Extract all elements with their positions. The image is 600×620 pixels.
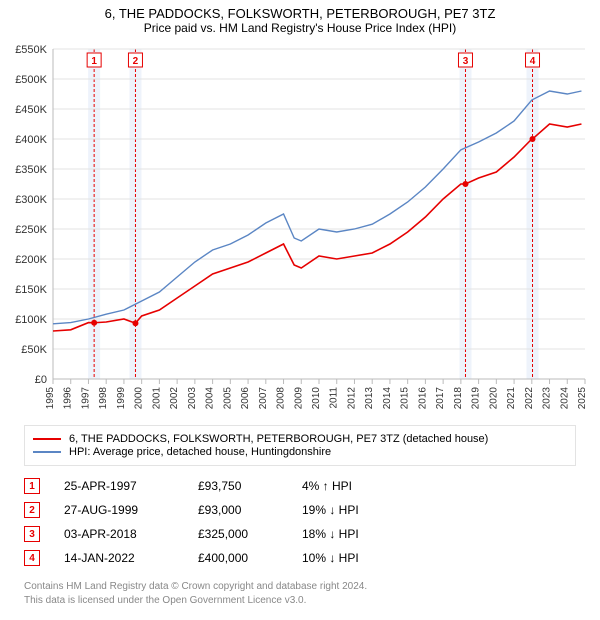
event-row: 1 25-APR-1997 £93,750 4% ↑ HPI: [24, 474, 576, 498]
price-chart: £0 £50K £100K £150K £200K £250K £300K £350K £400…: [5, 39, 595, 419]
event-date: 25-APR-1997: [64, 479, 174, 493]
svg-text:£450K: £450K: [15, 104, 47, 116]
svg-text:2: 2: [133, 56, 139, 67]
svg-text:2010: 2010: [311, 387, 322, 410]
title-line2: Price paid vs. HM Land Registry's House …: [0, 21, 600, 39]
footer: Contains HM Land Registry data © Crown c…: [24, 580, 576, 607]
svg-text:£400K: £400K: [15, 134, 47, 146]
event-row: 2 27-AUG-1999 £93,000 19% ↓ HPI: [24, 498, 576, 522]
svg-text:2008: 2008: [276, 387, 287, 410]
event-price: £93,000: [198, 503, 278, 517]
svg-text:2013: 2013: [364, 387, 375, 410]
svg-text:2009: 2009: [293, 387, 304, 410]
svg-text:2014: 2014: [382, 387, 393, 410]
event-pct: 10% ↓ HPI: [302, 551, 422, 565]
svg-text:2024: 2024: [559, 387, 570, 410]
svg-text:£350K: £350K: [15, 164, 47, 176]
legend-row: HPI: Average price, detached house, Hunt…: [33, 446, 567, 458]
legend: 6, THE PADDOCKS, FOLKSWORTH, PETERBOROUG…: [24, 425, 576, 466]
legend-label: HPI: Average price, detached house, Hunt…: [69, 446, 331, 458]
svg-text:£50K: £50K: [21, 344, 47, 356]
event-pct: 18% ↓ HPI: [302, 527, 422, 541]
legend-swatch: [33, 451, 61, 453]
svg-text:2019: 2019: [471, 387, 482, 410]
svg-text:£300K: £300K: [15, 194, 47, 206]
svg-text:1995: 1995: [45, 387, 56, 410]
svg-text:2004: 2004: [205, 387, 216, 410]
svg-text:3: 3: [463, 56, 469, 67]
event-date: 03-APR-2018: [64, 527, 174, 541]
event-price: £93,750: [198, 479, 278, 493]
svg-text:2001: 2001: [151, 387, 162, 410]
svg-text:2022: 2022: [524, 387, 535, 410]
svg-text:2021: 2021: [506, 387, 517, 410]
svg-text:2012: 2012: [346, 387, 357, 410]
svg-text:£500K: £500K: [15, 74, 47, 86]
svg-text:1996: 1996: [63, 387, 74, 410]
svg-text:£550K: £550K: [15, 44, 47, 56]
svg-text:£150K: £150K: [15, 284, 47, 296]
svg-text:2020: 2020: [488, 387, 499, 410]
svg-text:2002: 2002: [169, 387, 180, 410]
svg-text:2016: 2016: [417, 387, 428, 410]
events-table: 1 25-APR-1997 £93,750 4% ↑ HPI 2 27-AUG-1999 £…: [24, 474, 576, 570]
svg-text:2015: 2015: [400, 387, 411, 410]
event-date: 27-AUG-1999: [64, 503, 174, 517]
svg-text:£0: £0: [35, 374, 47, 386]
svg-text:£100K: £100K: [15, 314, 47, 326]
event-pct: 19% ↓ HPI: [302, 503, 422, 517]
svg-text:2007: 2007: [258, 387, 269, 410]
footer-line2: This data is licensed under the Open Gov…: [24, 594, 576, 608]
svg-text:4: 4: [530, 56, 536, 67]
event-row: 4 14-JAN-2022 £400,000 10% ↓ HPI: [24, 546, 576, 570]
svg-text:2025: 2025: [577, 387, 588, 410]
svg-text:2005: 2005: [222, 387, 233, 410]
svg-text:£250K: £250K: [15, 224, 47, 236]
svg-text:1998: 1998: [98, 387, 109, 410]
svg-text:2006: 2006: [240, 387, 251, 410]
svg-text:2018: 2018: [453, 387, 464, 410]
svg-text:2011: 2011: [329, 387, 340, 409]
event-row: 3 03-APR-2018 £325,000 18% ↓ HPI: [24, 522, 576, 546]
svg-text:£200K: £200K: [15, 254, 47, 266]
legend-label: 6, THE PADDOCKS, FOLKSWORTH, PETERBOROUG…: [69, 433, 488, 445]
event-pct: 4% ↑ HPI: [302, 479, 422, 493]
event-date: 14-JAN-2022: [64, 551, 174, 565]
event-num: 3: [24, 526, 40, 542]
svg-text:2017: 2017: [435, 387, 446, 410]
legend-row: 6, THE PADDOCKS, FOLKSWORTH, PETERBOROUG…: [33, 433, 567, 445]
svg-text:2003: 2003: [187, 387, 198, 410]
svg-text:2000: 2000: [134, 387, 145, 410]
event-num: 2: [24, 502, 40, 518]
event-price: £325,000: [198, 527, 278, 541]
event-price: £400,000: [198, 551, 278, 565]
svg-text:1997: 1997: [80, 387, 91, 410]
event-num: 4: [24, 550, 40, 566]
svg-text:2023: 2023: [542, 387, 553, 410]
title-line1: 6, THE PADDOCKS, FOLKSWORTH, PETERBOROUG…: [0, 0, 600, 21]
svg-text:1: 1: [91, 56, 97, 67]
legend-swatch: [33, 438, 61, 440]
event-num: 1: [24, 478, 40, 494]
footer-line1: Contains HM Land Registry data © Crown c…: [24, 580, 576, 594]
svg-text:1999: 1999: [116, 387, 127, 410]
